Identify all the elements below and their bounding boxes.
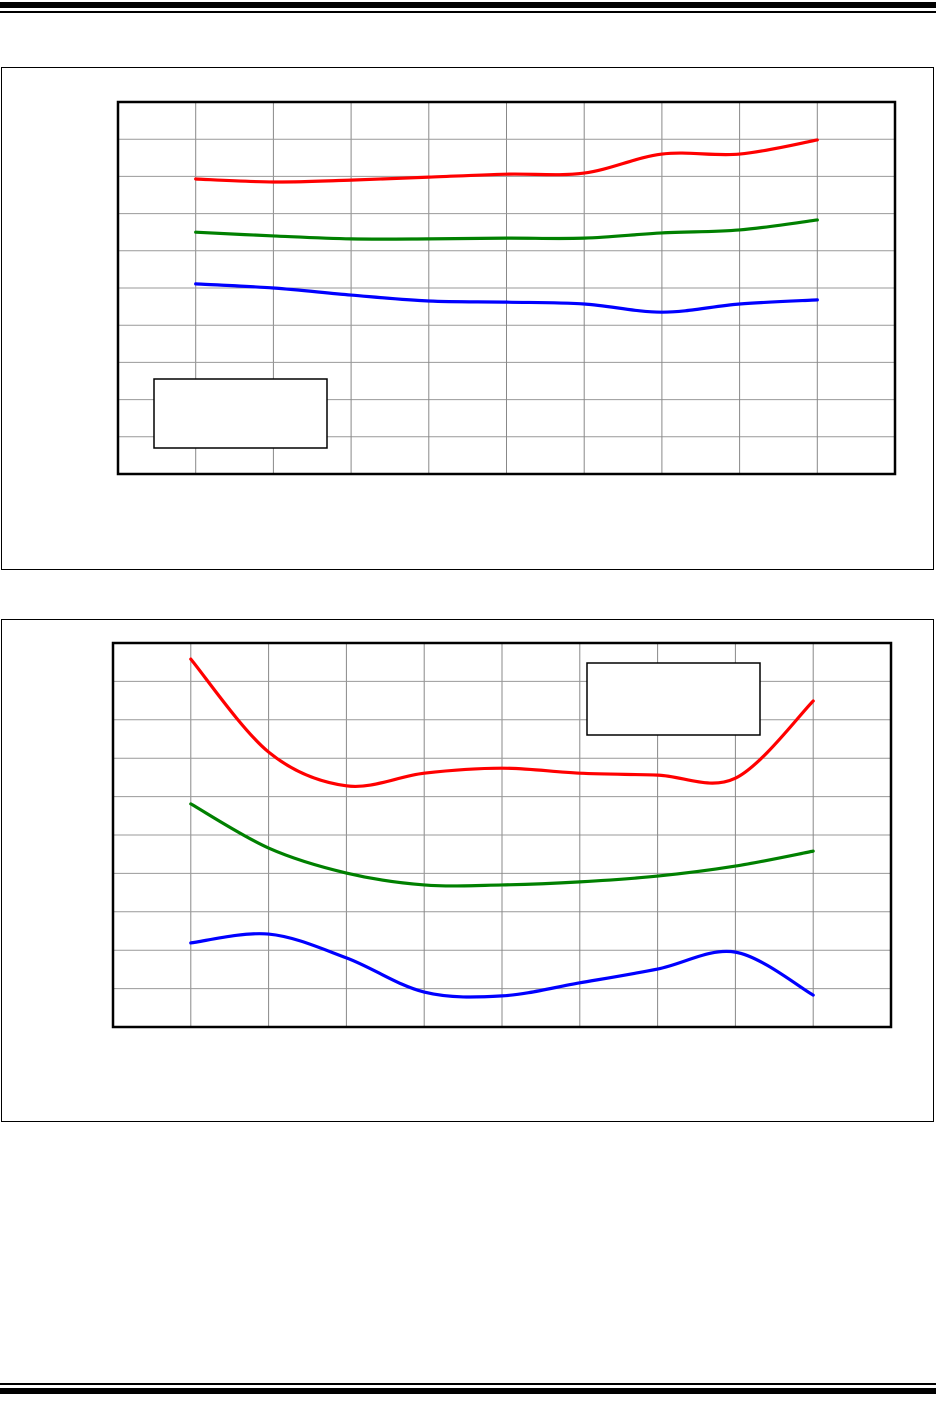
figure-frame-1 [1,67,934,570]
header-rule-thin [0,11,936,13]
series-line-1 [194,138,819,184]
series-line-3 [194,282,819,314]
series-line-3 [189,932,815,999]
series-line-2 [194,218,819,241]
plot-area [111,641,893,1029]
figure-frame-2 [1,619,934,1122]
legend-box [153,378,328,449]
footer-rule-thin [0,1383,936,1385]
series-line-2 [189,802,815,888]
footer-rule-thick [0,1388,936,1394]
legend-box [586,662,761,736]
plot-area [116,100,897,476]
header-rule-thick [0,2,936,8]
series-line-1 [189,657,815,789]
